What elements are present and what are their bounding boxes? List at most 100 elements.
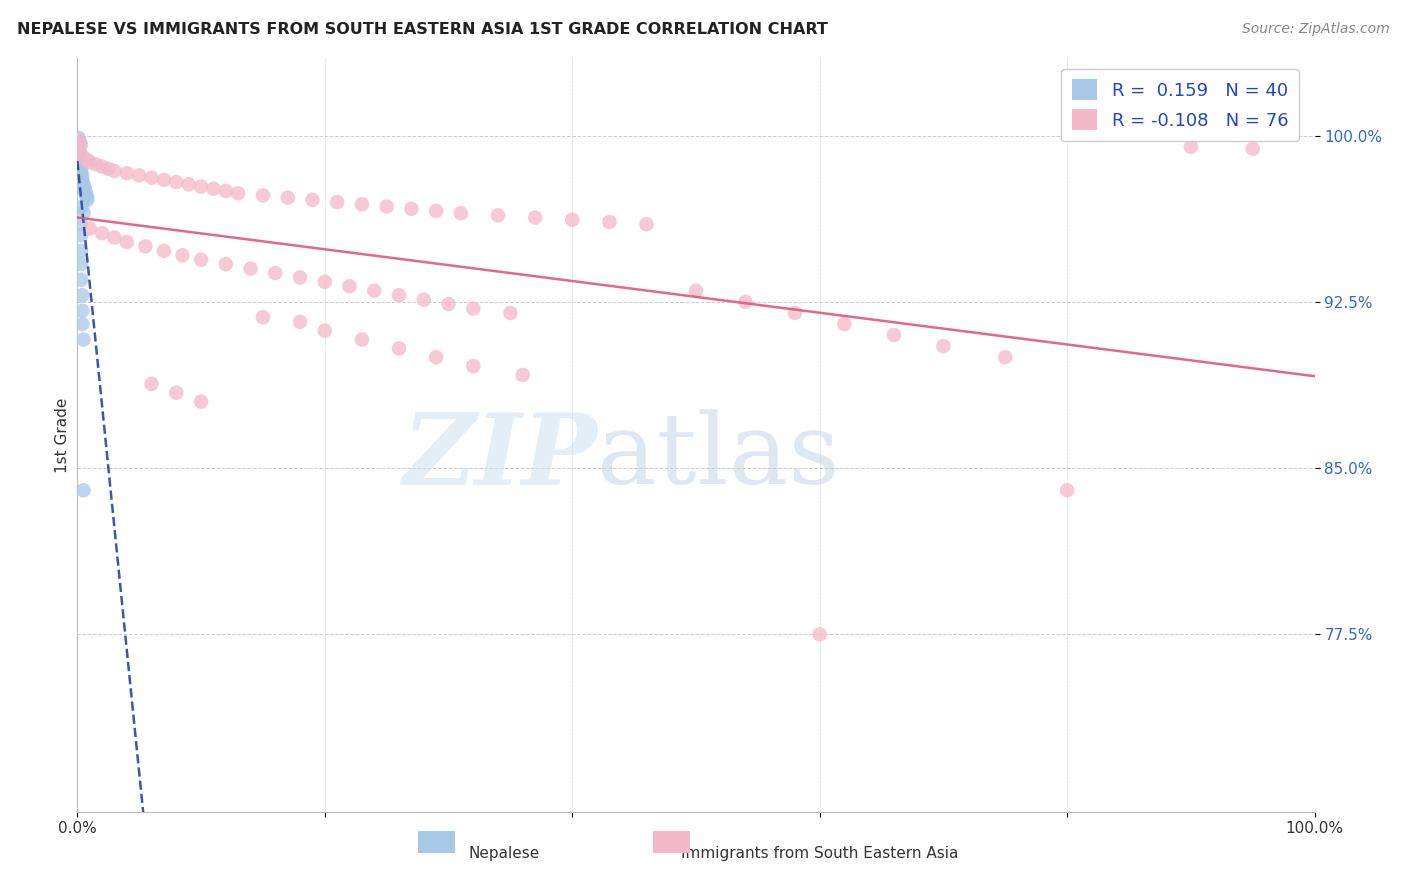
Point xyxy=(67,139,90,153)
Point xyxy=(141,170,163,185)
Text: Source: ZipAtlas.com: Source: ZipAtlas.com xyxy=(1241,22,1389,37)
Point xyxy=(70,244,93,258)
Point xyxy=(75,186,97,201)
Point xyxy=(69,155,91,169)
Text: atlas: atlas xyxy=(598,409,839,506)
Point xyxy=(67,146,90,161)
Point xyxy=(190,179,212,194)
Point xyxy=(76,193,98,207)
Point xyxy=(1056,483,1078,498)
Point xyxy=(69,148,91,162)
Point xyxy=(84,157,107,171)
Point xyxy=(375,200,398,214)
Point xyxy=(103,230,125,244)
Point xyxy=(425,203,447,218)
Point xyxy=(69,135,91,149)
Point xyxy=(486,208,509,222)
Point xyxy=(239,261,262,276)
Point xyxy=(69,153,91,167)
Point xyxy=(883,328,905,343)
Point xyxy=(72,317,94,331)
Point xyxy=(165,175,187,189)
Point xyxy=(91,226,114,240)
Point xyxy=(314,275,336,289)
Point xyxy=(103,164,125,178)
Point xyxy=(932,339,955,353)
Point xyxy=(339,279,361,293)
Point xyxy=(437,297,460,311)
Point xyxy=(994,351,1017,365)
Point xyxy=(141,376,163,391)
Point xyxy=(72,175,94,189)
Point xyxy=(202,182,225,196)
Point xyxy=(412,293,434,307)
Point xyxy=(561,212,583,227)
Point xyxy=(67,133,90,147)
Point xyxy=(73,182,96,196)
Point xyxy=(598,215,620,229)
Point xyxy=(734,294,756,309)
Point xyxy=(72,178,94,192)
Point xyxy=(72,151,94,165)
Point xyxy=(70,164,93,178)
Point xyxy=(72,303,94,318)
Point xyxy=(190,394,212,409)
Point xyxy=(363,284,385,298)
Point xyxy=(524,211,547,225)
Point xyxy=(499,306,522,320)
Point xyxy=(91,160,114,174)
Point xyxy=(314,324,336,338)
Point xyxy=(70,217,93,231)
Point xyxy=(115,166,138,180)
Point xyxy=(685,284,707,298)
Point xyxy=(215,257,238,271)
Bar xyxy=(418,830,454,853)
Text: Immigrants from South Eastern Asia: Immigrants from South Eastern Asia xyxy=(681,846,959,861)
Point xyxy=(76,191,98,205)
Point xyxy=(67,146,90,161)
Point xyxy=(326,195,349,210)
Point xyxy=(70,273,93,287)
Point xyxy=(79,155,101,169)
Point xyxy=(177,178,200,192)
Text: ZIP: ZIP xyxy=(402,409,598,506)
Point xyxy=(463,301,485,316)
Point xyxy=(288,315,311,329)
Point xyxy=(277,191,299,205)
Point xyxy=(72,206,94,220)
Point xyxy=(1241,142,1264,156)
Point xyxy=(134,239,156,253)
Point xyxy=(1180,139,1202,153)
Point xyxy=(72,179,94,194)
Point xyxy=(512,368,534,382)
Point xyxy=(636,217,658,231)
Point xyxy=(388,288,411,302)
Point xyxy=(72,288,94,302)
Point xyxy=(264,266,287,280)
Point xyxy=(76,153,98,167)
Point xyxy=(226,186,249,201)
Point xyxy=(75,188,97,202)
Point xyxy=(115,235,138,249)
Point xyxy=(783,306,806,320)
Bar xyxy=(652,830,690,853)
Point xyxy=(72,483,94,498)
Point xyxy=(72,200,94,214)
Point xyxy=(70,170,93,185)
Point xyxy=(67,151,90,165)
Point xyxy=(67,130,90,145)
Point xyxy=(463,359,485,373)
Legend: R =  0.159   N = 40, R = -0.108   N = 76: R = 0.159 N = 40, R = -0.108 N = 76 xyxy=(1062,69,1299,141)
Point xyxy=(153,244,176,258)
Point xyxy=(425,351,447,365)
Text: NEPALESE VS IMMIGRANTS FROM SOUTH EASTERN ASIA 1ST GRADE CORRELATION CHART: NEPALESE VS IMMIGRANTS FROM SOUTH EASTER… xyxy=(17,22,828,37)
Point xyxy=(808,627,831,641)
Point xyxy=(165,385,187,400)
Point xyxy=(401,202,423,216)
Point xyxy=(70,166,93,180)
Point xyxy=(73,184,96,198)
Point xyxy=(172,248,194,262)
Point xyxy=(350,333,373,347)
Point xyxy=(70,157,93,171)
Point xyxy=(252,310,274,325)
